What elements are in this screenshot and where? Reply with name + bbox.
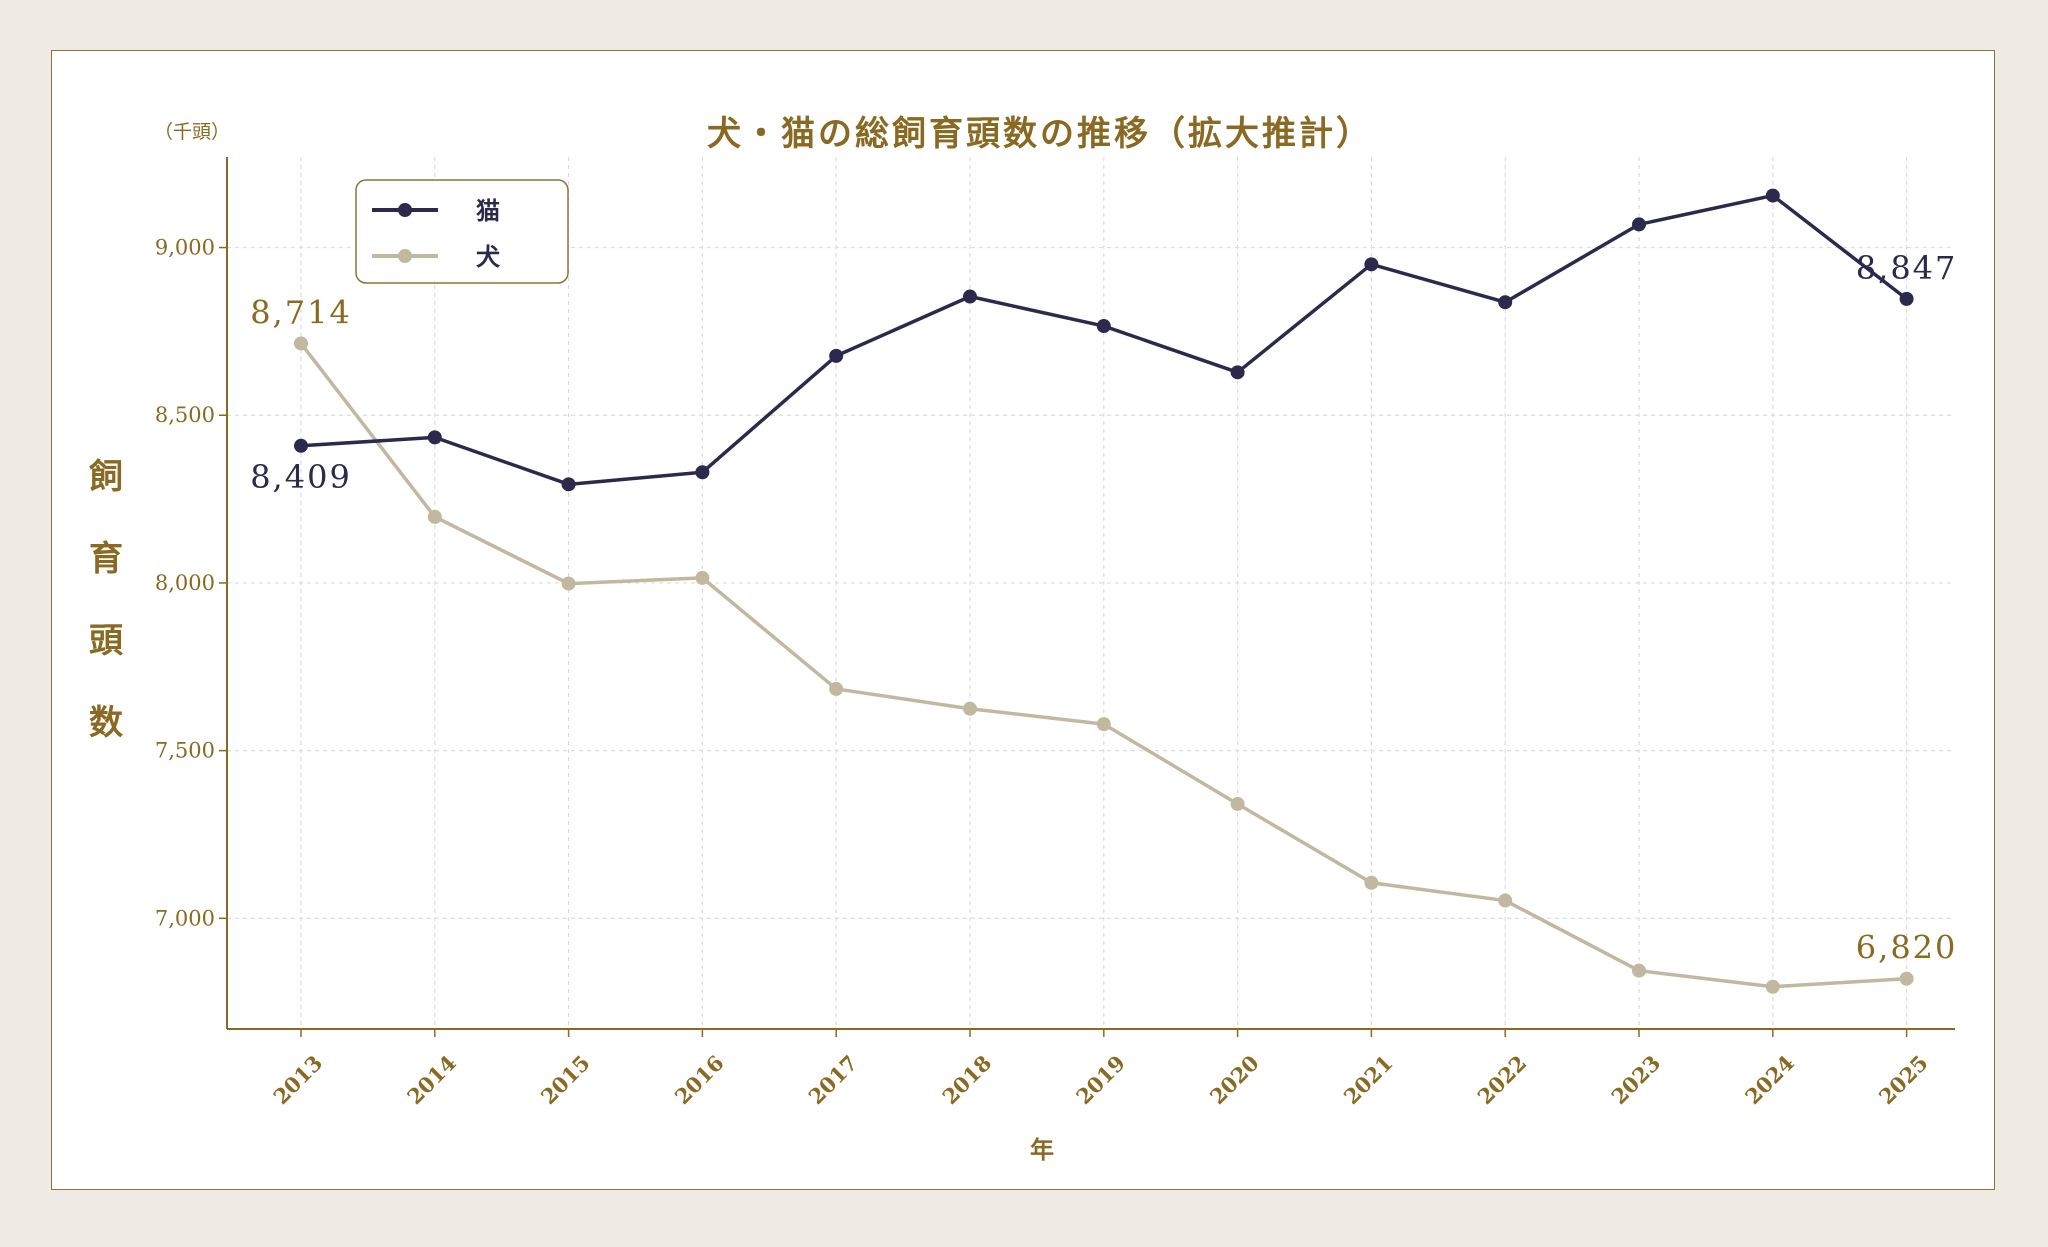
x-tick-label: 2025 [1874, 1050, 1933, 1109]
annotation-layer: 8,409 8,847 8,714 6,820 [250, 249, 1958, 967]
series-layer [294, 188, 1914, 994]
data-point-dog [963, 701, 977, 716]
data-point-cat [1765, 188, 1780, 203]
grid-layer [227, 157, 1955, 1029]
x-tick-label: 2019 [1071, 1050, 1130, 1109]
data-point-cat [829, 348, 844, 363]
x-axis-label: 年 [1030, 1136, 1054, 1164]
data-label: 8,847 [1856, 249, 1958, 287]
x-tick-label: 2016 [670, 1050, 729, 1109]
legend-label-dog: 犬 [476, 243, 501, 271]
y-tick-label: 8,500 [155, 403, 215, 427]
data-point-cat [561, 477, 576, 492]
x-tick-label: 2024 [1740, 1050, 1799, 1109]
data-point-cat [294, 438, 308, 453]
legend-box [355, 179, 569, 284]
data-point-cat [1899, 291, 1914, 306]
unit-label: （千頭） [154, 121, 230, 143]
data-point-cat [427, 430, 442, 445]
data-point-dog [1899, 971, 1914, 986]
data-point-cat [695, 465, 710, 480]
legend: 猫 犬 [355, 179, 569, 284]
y-tick-label: 8,000 [155, 571, 215, 595]
y-tick-labels: 7,000 7,500 8,000 8,500 9,000 [155, 236, 227, 930]
legend-label-cat: 猫 [476, 197, 500, 225]
legend-marker-cat [398, 203, 412, 217]
x-tick-label: 2022 [1472, 1050, 1531, 1109]
x-tick-label: 2013 [268, 1050, 327, 1109]
legend-marker-dog [398, 249, 412, 263]
data-point-cat [1632, 217, 1646, 232]
data-point-dog [294, 336, 308, 351]
data-point-dog [1096, 717, 1111, 732]
data-point-cat [1230, 365, 1245, 380]
data-point-dog [829, 681, 844, 696]
x-tick-label: 2018 [937, 1050, 996, 1109]
y-tick-label: 7,000 [155, 906, 215, 930]
x-tick-label: 2021 [1339, 1050, 1398, 1109]
data-point-dog [1230, 796, 1245, 811]
data-label: 8,714 [250, 293, 352, 331]
y-tick-label: 7,500 [155, 739, 215, 763]
x-tick-label: 2015 [536, 1050, 595, 1109]
data-label: 6,820 [1856, 929, 1958, 967]
data-point-cat [1096, 319, 1111, 334]
data-point-dog [1498, 893, 1513, 908]
data-label: 8,409 [250, 458, 352, 496]
data-point-dog [561, 576, 576, 591]
x-tick-label: 2014 [402, 1050, 461, 1109]
y-tick-label: 9,000 [155, 236, 215, 260]
data-point-dog [695, 570, 710, 585]
data-point-cat [963, 289, 977, 304]
axes-layer [226, 157, 1955, 1030]
data-point-dog [1364, 875, 1379, 890]
x-tick-labels: 2013 2014 2015 2016 2017 2018 2019 2020 2021 2022… [268, 1029, 1933, 1109]
data-point-dog [427, 509, 442, 524]
data-point-dog [1765, 979, 1780, 994]
data-point-cat [1498, 295, 1513, 310]
data-point-cat [1364, 257, 1379, 272]
x-tick-label: 2023 [1606, 1050, 1665, 1109]
x-tick-label: 2020 [1205, 1050, 1264, 1109]
y-axis-label: 飼育頭数 [89, 457, 124, 743]
chart-title: 犬・猫の総飼育頭数の推移（拡大推計） [707, 114, 1373, 154]
data-point-dog [1632, 963, 1646, 978]
x-tick-label: 2017 [803, 1050, 862, 1109]
